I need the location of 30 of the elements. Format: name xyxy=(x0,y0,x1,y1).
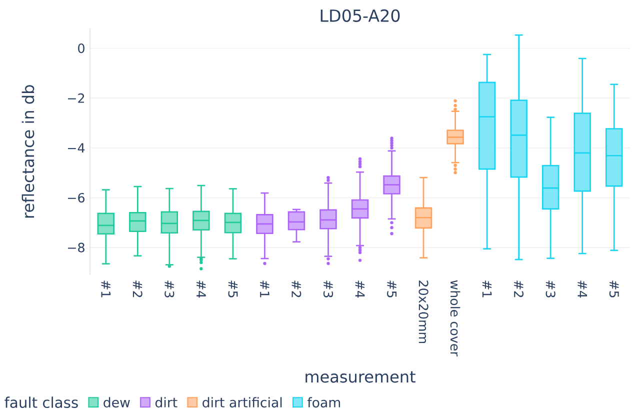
legend-title: fault class xyxy=(4,396,78,408)
x-tick-label: #5 xyxy=(228,280,238,298)
y-tick-label: −2 xyxy=(68,93,84,103)
x-tick-label: #2 xyxy=(514,280,524,298)
y-tick-label: −6 xyxy=(68,192,84,203)
y-axis-title: reflectance in db xyxy=(22,85,34,218)
x-tick-label: #2 xyxy=(292,280,302,298)
x-tick-label: #4 xyxy=(355,280,365,298)
legend-label: dew xyxy=(104,397,130,408)
y-tick-label: 0 xyxy=(78,43,84,54)
x-tick-label: whole cover xyxy=(450,280,460,356)
x-tick-label: #3 xyxy=(546,280,556,298)
x-tick-label: #1 xyxy=(482,280,492,298)
x-tick-label: #2 xyxy=(132,280,142,298)
chart-title: LD05-A20 xyxy=(320,9,400,22)
legend-label: dirt artificial xyxy=(202,397,282,408)
legend-label: dirt xyxy=(155,397,178,408)
x-tick-label: #5 xyxy=(387,280,396,298)
legend-label: foam xyxy=(307,397,340,408)
x-tick-label: #1 xyxy=(260,280,270,298)
x-tick-label: #4 xyxy=(196,280,206,298)
x-tick-label: 20x20mm xyxy=(418,280,428,344)
x-tick-label: #1 xyxy=(101,280,111,298)
x-tick-label: #3 xyxy=(164,280,174,298)
x-tick-label: #4 xyxy=(578,280,587,298)
x-tick-label: #3 xyxy=(323,280,334,298)
x-axis-title: measurement xyxy=(306,371,416,383)
y-tick-label: −8 xyxy=(68,242,84,252)
x-tick-label: #5 xyxy=(609,280,619,298)
y-tick-label: −4 xyxy=(68,143,85,153)
